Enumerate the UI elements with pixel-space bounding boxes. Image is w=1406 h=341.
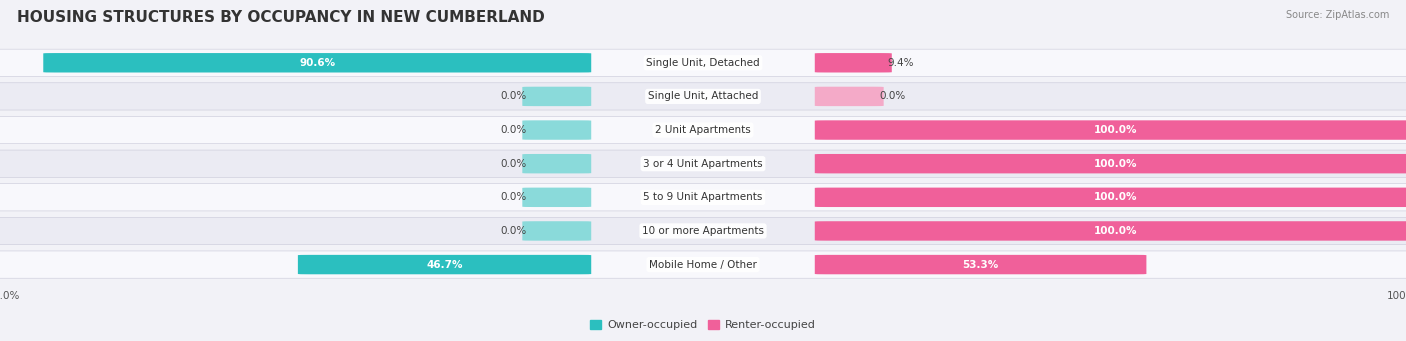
Text: HOUSING STRUCTURES BY OCCUPANCY IN NEW CUMBERLAND: HOUSING STRUCTURES BY OCCUPANCY IN NEW C…	[17, 10, 544, 25]
FancyBboxPatch shape	[44, 53, 591, 73]
Text: 53.3%: 53.3%	[963, 260, 998, 270]
FancyBboxPatch shape	[0, 251, 1406, 278]
Text: 0.0%: 0.0%	[501, 192, 526, 202]
FancyBboxPatch shape	[523, 221, 591, 241]
Text: 90.6%: 90.6%	[299, 58, 335, 68]
Text: 100.0%: 100.0%	[1094, 226, 1137, 236]
Text: 0.0%: 0.0%	[501, 91, 526, 101]
Text: 100.0%: 100.0%	[1094, 125, 1137, 135]
FancyBboxPatch shape	[814, 188, 1406, 207]
Text: 5 to 9 Unit Apartments: 5 to 9 Unit Apartments	[644, 192, 762, 202]
FancyBboxPatch shape	[814, 154, 1406, 173]
FancyBboxPatch shape	[0, 184, 1406, 211]
Text: 0.0%: 0.0%	[501, 125, 526, 135]
FancyBboxPatch shape	[0, 217, 1406, 244]
Text: 100.0%: 100.0%	[1094, 159, 1137, 169]
FancyBboxPatch shape	[0, 49, 1406, 76]
Text: 0.0%: 0.0%	[501, 226, 526, 236]
Text: Source: ZipAtlas.com: Source: ZipAtlas.com	[1285, 10, 1389, 20]
Text: 100.0%: 100.0%	[1094, 192, 1137, 202]
FancyBboxPatch shape	[814, 87, 883, 106]
FancyBboxPatch shape	[814, 120, 1406, 140]
Text: Mobile Home / Other: Mobile Home / Other	[650, 260, 756, 270]
Text: 46.7%: 46.7%	[426, 260, 463, 270]
FancyBboxPatch shape	[523, 87, 591, 106]
Legend: Owner-occupied, Renter-occupied: Owner-occupied, Renter-occupied	[586, 316, 820, 335]
FancyBboxPatch shape	[814, 221, 1406, 241]
FancyBboxPatch shape	[523, 154, 591, 173]
Text: 3 or 4 Unit Apartments: 3 or 4 Unit Apartments	[643, 159, 763, 169]
FancyBboxPatch shape	[0, 116, 1406, 144]
FancyBboxPatch shape	[814, 53, 891, 73]
FancyBboxPatch shape	[814, 255, 1146, 274]
FancyBboxPatch shape	[523, 120, 591, 140]
Text: 0.0%: 0.0%	[501, 159, 526, 169]
FancyBboxPatch shape	[0, 150, 1406, 177]
Text: 9.4%: 9.4%	[887, 58, 914, 68]
FancyBboxPatch shape	[298, 255, 591, 274]
Text: 0.0%: 0.0%	[880, 91, 905, 101]
FancyBboxPatch shape	[0, 83, 1406, 110]
Text: 10 or more Apartments: 10 or more Apartments	[643, 226, 763, 236]
FancyBboxPatch shape	[523, 188, 591, 207]
Text: 2 Unit Apartments: 2 Unit Apartments	[655, 125, 751, 135]
Text: Single Unit, Attached: Single Unit, Attached	[648, 91, 758, 101]
Text: Single Unit, Detached: Single Unit, Detached	[647, 58, 759, 68]
